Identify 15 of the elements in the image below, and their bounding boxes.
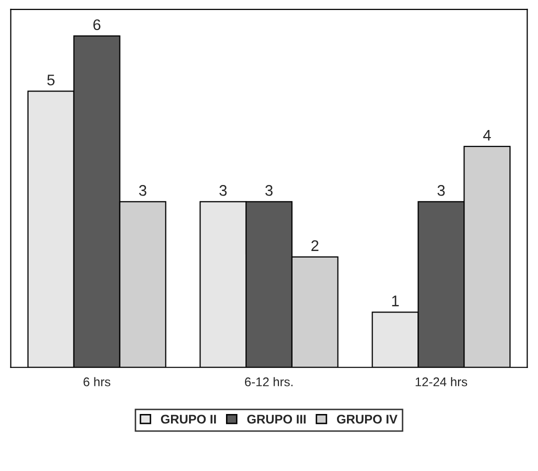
data-label: 3 xyxy=(219,185,227,196)
data-label: 3 xyxy=(139,185,146,196)
legend-label: GRUPO IV xyxy=(336,414,398,424)
data-label: 6 xyxy=(93,19,100,30)
data-label: 3 xyxy=(437,185,445,196)
data-label: 4 xyxy=(483,130,491,140)
data-label: 1 xyxy=(392,296,399,306)
x-tick-label: 6-12 hrs. xyxy=(244,377,293,386)
data-label: 2 xyxy=(311,240,318,251)
x-tick-label: 6 hrs xyxy=(84,377,110,386)
data-label: 5 xyxy=(47,74,55,86)
legend-label: GRUPO III xyxy=(247,414,306,424)
data-label: 3 xyxy=(265,185,273,196)
legend-label: GRUPO II xyxy=(160,414,216,424)
x-tick-label: 12-24 hrs xyxy=(416,377,468,386)
